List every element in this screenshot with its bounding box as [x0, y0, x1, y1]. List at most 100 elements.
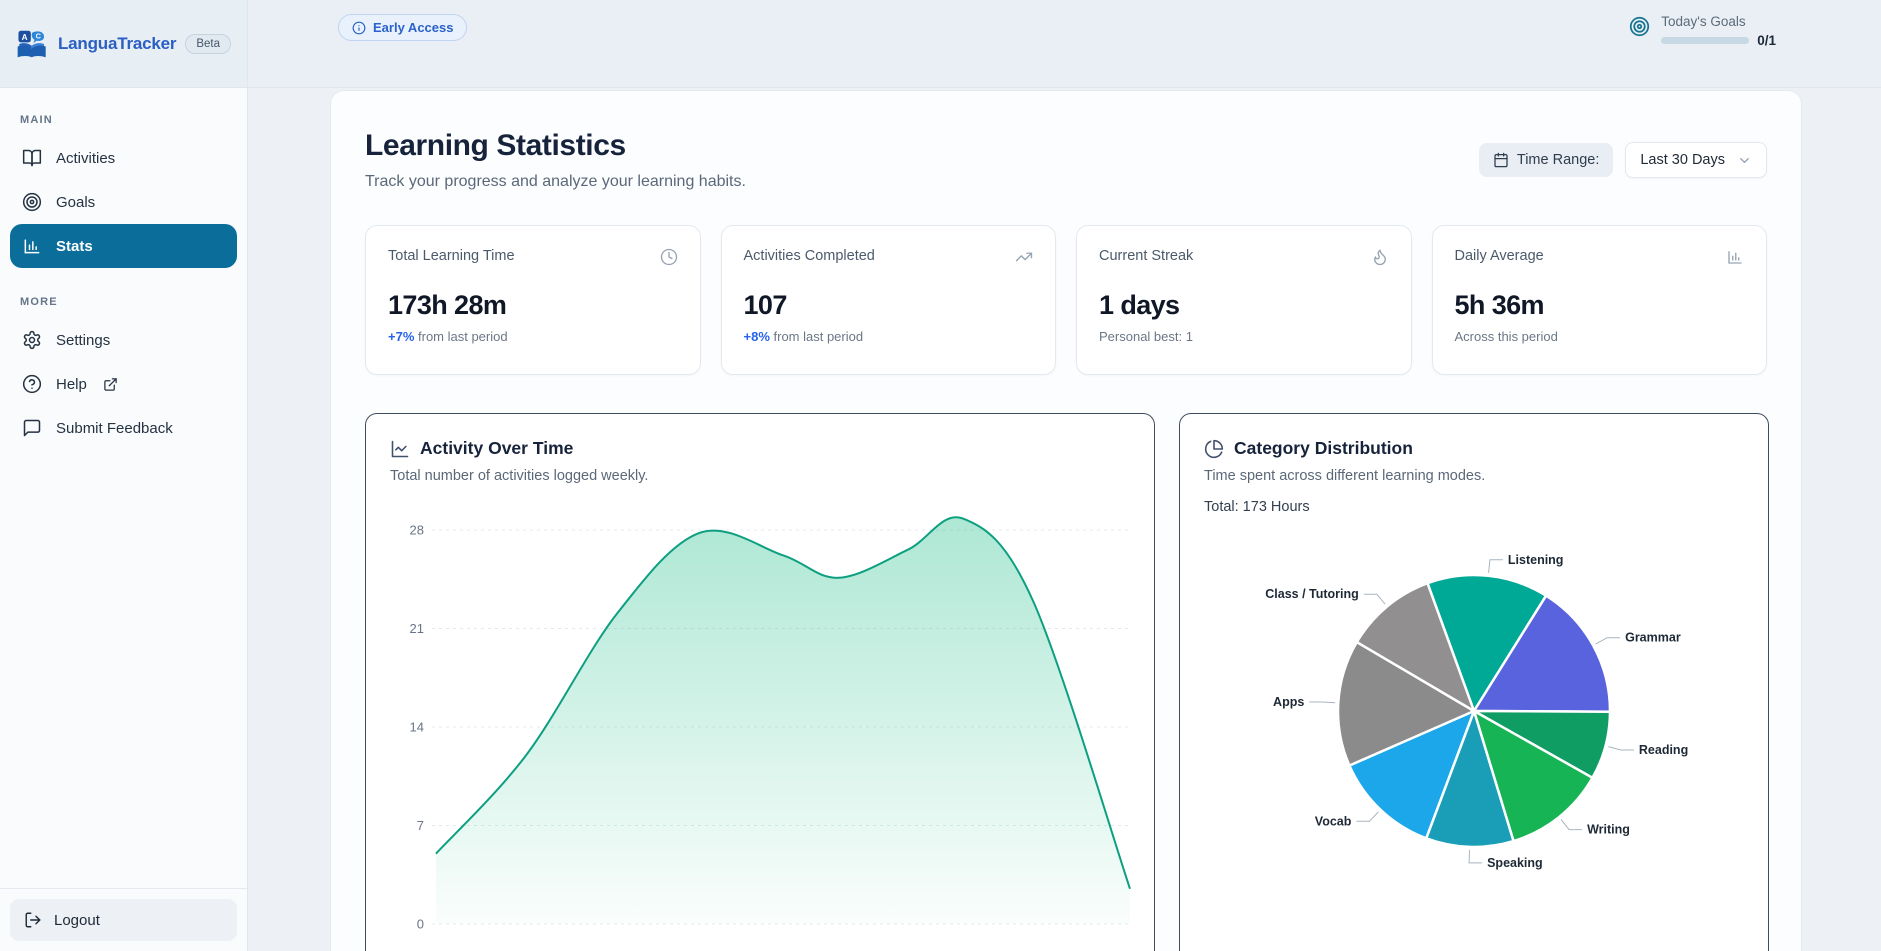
svg-text:C: C [36, 31, 42, 40]
line-chart-icon [391, 440, 409, 457]
gear-icon [23, 330, 41, 350]
stat-title: Activities Completed [743, 248, 875, 264]
svg-text:14: 14 [410, 720, 424, 735]
brand-name: LanguaTracker [57, 33, 177, 53]
chart-subtitle: Total number of activities logged weekly… [390, 468, 649, 484]
sidebar-section-more-label: MORE [20, 296, 58, 308]
time-range-controls: Time Range: Last 30 Days [1478, 142, 1767, 178]
pie-chart-icon [1204, 439, 1224, 458]
todays-goals-label: Today's Goals [1661, 14, 1746, 29]
external-link-icon [104, 377, 117, 391]
sidebar-item-help[interactable]: Help [10, 362, 237, 406]
stat-title: Daily Average [1454, 248, 1544, 264]
target-icon [22, 192, 42, 212]
chevron-down-icon [1740, 157, 1749, 163]
sidebar-item-label: Stats [56, 237, 93, 255]
svg-text:Listening: Listening [1508, 553, 1564, 567]
sidebar-item-label: Goals [56, 193, 96, 211]
sidebar-item-activities[interactable]: Activities [10, 136, 237, 180]
activity-over-time-card: Activity Over Time Total number of activ… [365, 413, 1155, 951]
sidebar-item-settings[interactable]: Settings [10, 318, 237, 362]
svg-text:Apps: Apps [1273, 695, 1304, 709]
main-column: Early Access Today's Goals 0/1 Learning … [248, 0, 1881, 951]
stat-subtext-text: from last period [414, 329, 508, 344]
time-range-select[interactable]: Last 30 Days [1625, 142, 1767, 178]
stat-value: 5h 36m [1454, 290, 1545, 320]
bar-chart-icon [24, 239, 40, 254]
goals-progress-count: 0/1 [1757, 33, 1776, 48]
time-range-value: Last 30 Days [1640, 152, 1725, 168]
brand-area[interactable]: A C LanguaTracker Beta [0, 0, 247, 88]
early-access-badge[interactable]: Early Access [338, 14, 468, 41]
time-range-label-pill: Time Range: [1478, 143, 1614, 177]
svg-text:Reading: Reading [1639, 743, 1688, 757]
stat-delta: +8% [743, 329, 770, 344]
message-square-icon [23, 419, 41, 437]
stat-subtext-text: from last period [769, 329, 864, 344]
stat-card-daily-average: Daily Average 5h 36m Across this period [1431, 225, 1767, 375]
page-subtitle: Track your progress and analyze your lea… [365, 173, 746, 190]
flame-icon [1373, 249, 1386, 266]
app-logo-icon: A C [17, 30, 46, 57]
stat-title: Total Learning Time [388, 248, 515, 264]
stat-value: 173h 28m [388, 290, 507, 320]
bar-chart-icon [1728, 251, 1742, 264]
svg-text:0: 0 [417, 917, 424, 932]
goals-progress-bar [1661, 37, 1750, 44]
logout-button[interactable]: Logout [10, 899, 237, 941]
stat-delta: +7% [388, 329, 415, 344]
trending-up-icon [1015, 252, 1033, 262]
svg-text:Speaking: Speaking [1487, 856, 1543, 870]
stat-subtext: +7% from last period [388, 329, 678, 344]
svg-text:Writing: Writing [1587, 823, 1630, 837]
category-distribution-card: Category Distribution Time spent across … [1179, 413, 1769, 951]
category-pie-chart: Listening Grammar Reading Writing Speaking Vo… [1265, 553, 1688, 870]
chart-subtitle: Time spent across different learning mod… [1204, 468, 1486, 484]
sidebar-item-stats[interactable]: Stats [10, 224, 237, 268]
stat-value: 1 days [1099, 290, 1180, 320]
target-icon [1630, 16, 1650, 37]
stat-cards-row: Total Learning Time 173h 28m +7% from la… [365, 225, 1767, 375]
activity-area-chart: 28 21 14 7 0 [410, 516, 1132, 932]
stat-subtext-text: Across this period [1454, 329, 1558, 344]
page-title: Learning Statistics [365, 129, 626, 162]
charts-row: Activity Over Time Total number of activ… [365, 413, 1769, 951]
sidebar-nav: MAIN Activities Goals Stats MORE Setting… [0, 88, 247, 888]
svg-text:28: 28 [410, 523, 424, 538]
sidebar-item-label: Submit Feedback [56, 419, 173, 437]
svg-text:A: A [22, 32, 28, 41]
topbar: Early Access Today's Goals 0/1 [248, 0, 1881, 88]
stat-card-total-learning-time: Total Learning Time 173h 28m +7% from la… [365, 225, 701, 375]
stat-subtext-text: Personal best: 1 [1099, 329, 1193, 344]
sidebar-item-label: Activities [56, 149, 116, 167]
clock-icon [660, 248, 677, 266]
todays-goals-widget[interactable]: Today's Goals 0/1 [1629, 14, 1776, 48]
stat-card-activities-completed: Activities Completed 107 +8% from last p… [720, 225, 1056, 375]
sidebar-item-submit-feedback[interactable]: Submit Feedback [10, 406, 237, 450]
book-open-icon [22, 149, 42, 167]
stat-title: Current Streak [1099, 248, 1194, 264]
svg-text:Grammar: Grammar [1625, 631, 1681, 645]
info-icon [352, 21, 366, 34]
chart-title: Activity Over Time [420, 438, 574, 458]
svg-text:Class / Tutoring: Class / Tutoring [1265, 587, 1359, 601]
stat-card-current-streak: Current Streak 1 days Personal best: 1 [1076, 225, 1412, 375]
page-header: Learning Statistics Track your progress … [365, 129, 1767, 191]
help-circle-icon [22, 374, 42, 394]
stat-value: 107 [743, 290, 788, 320]
beta-badge: Beta [185, 33, 231, 54]
stat-subtext: +8% from last period [744, 329, 1034, 344]
sidebar-item-label: Settings [56, 331, 111, 349]
sidebar: A C LanguaTracker Beta MAIN Activities G… [0, 0, 248, 951]
svg-text:Vocab: Vocab [1315, 814, 1352, 828]
logout-icon [25, 912, 41, 928]
chart-title: Category Distribution [1234, 438, 1413, 458]
content-area: Learning Statistics Track your progress … [248, 88, 1881, 951]
stat-subtext: Personal best: 1 [1099, 329, 1389, 344]
logout-label: Logout [54, 911, 100, 929]
sidebar-item-label: Help [56, 375, 87, 393]
time-range-label: Time Range: [1516, 152, 1600, 168]
sidebar-item-goals[interactable]: Goals [10, 180, 237, 224]
svg-text:7: 7 [417, 818, 424, 833]
